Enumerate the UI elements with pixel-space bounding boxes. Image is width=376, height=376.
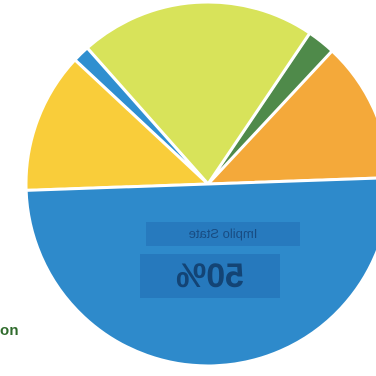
pie-slice-3: [85, 0, 312, 186]
inner-label-caption: Impilo State: [146, 222, 300, 246]
inner-label-value: 50%: [140, 254, 280, 298]
inner-data-label: Impilo State 50%: [140, 222, 308, 312]
pie-slice-1: [206, 49, 376, 186]
side-label: on: [0, 322, 19, 339]
pie-slice-5: [24, 58, 210, 192]
